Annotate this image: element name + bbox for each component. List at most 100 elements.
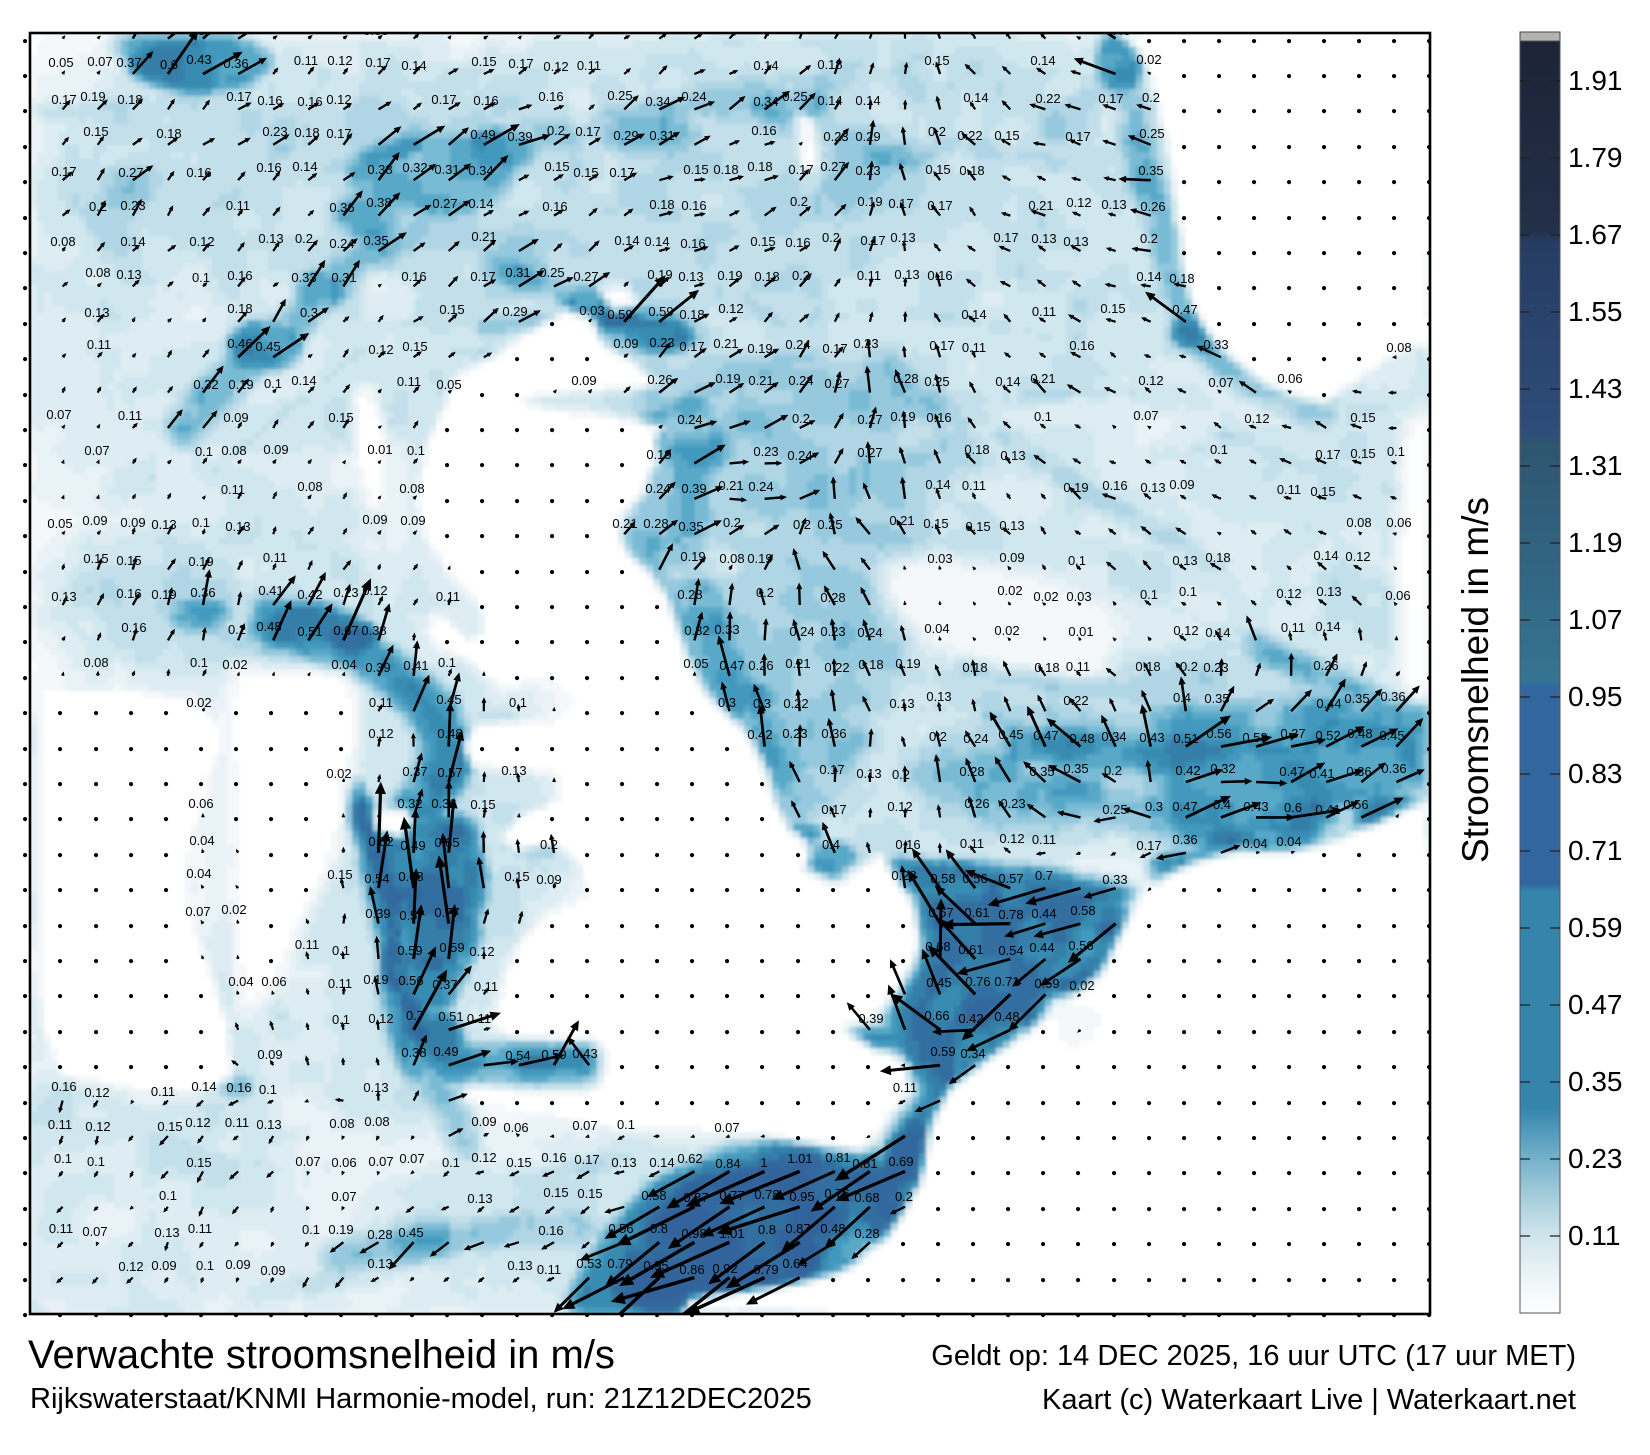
svg-text:0.14: 0.14 — [1136, 269, 1161, 284]
svg-text:0.25: 0.25 — [924, 374, 949, 389]
svg-text:0.19: 0.19 — [646, 447, 671, 462]
svg-text:0.09: 0.09 — [571, 373, 596, 388]
svg-text:0.15: 0.15 — [439, 302, 464, 317]
svg-text:0.05: 0.05 — [48, 55, 73, 70]
svg-text:0.31: 0.31 — [649, 128, 674, 143]
svg-text:0.12: 0.12 — [362, 583, 387, 598]
svg-text:0.28: 0.28 — [891, 868, 916, 883]
svg-text:0.04: 0.04 — [331, 657, 356, 672]
svg-text:0.08: 0.08 — [329, 1116, 354, 1131]
svg-text:0.02: 0.02 — [1069, 978, 1094, 993]
svg-text:0.1: 0.1 — [442, 1155, 460, 1170]
svg-text:0.1: 0.1 — [407, 443, 425, 458]
svg-text:0.64: 0.64 — [782, 1256, 807, 1271]
svg-text:0.17: 0.17 — [365, 55, 390, 70]
svg-text:0.11: 0.11 — [577, 58, 601, 73]
svg-text:0.34: 0.34 — [960, 1046, 985, 1061]
svg-text:0.21: 0.21 — [612, 516, 637, 531]
svg-text:0.28: 0.28 — [677, 587, 702, 602]
svg-text:0.15: 0.15 — [83, 551, 108, 566]
svg-text:0.16: 0.16 — [538, 89, 563, 104]
svg-text:0.24: 0.24 — [789, 624, 814, 639]
svg-text:0.09: 0.09 — [613, 336, 638, 351]
svg-text:0.09: 0.09 — [260, 1263, 285, 1278]
svg-text:0.16: 0.16 — [1069, 338, 1094, 353]
svg-text:0.23: 0.23 — [855, 163, 880, 178]
svg-text:0.26: 0.26 — [1313, 658, 1338, 673]
svg-text:0.38: 0.38 — [401, 1045, 426, 1060]
svg-text:0.59: 0.59 — [1568, 912, 1623, 943]
svg-text:0.51: 0.51 — [438, 1009, 463, 1024]
svg-text:0.57: 0.57 — [928, 905, 953, 920]
svg-text:0.13: 0.13 — [856, 766, 881, 781]
svg-text:0.14: 0.14 — [292, 159, 317, 174]
svg-text:0.19: 0.19 — [890, 409, 915, 424]
svg-text:0.17: 0.17 — [51, 164, 76, 179]
svg-text:0.7: 0.7 — [406, 1008, 424, 1023]
svg-text:0.8: 0.8 — [758, 1222, 776, 1237]
svg-text:0.06: 0.06 — [1386, 515, 1411, 530]
svg-text:0.59: 0.59 — [648, 304, 673, 319]
svg-text:0.23: 0.23 — [1203, 660, 1228, 675]
svg-text:0.16: 0.16 — [116, 586, 141, 601]
svg-text:0.13: 0.13 — [501, 763, 526, 778]
svg-text:1.31: 1.31 — [1568, 450, 1623, 481]
svg-text:0.59: 0.59 — [607, 307, 632, 322]
svg-text:0.1: 0.1 — [196, 1258, 214, 1273]
svg-text:0.2: 0.2 — [793, 517, 811, 532]
svg-text:0.36: 0.36 — [431, 796, 456, 811]
svg-text:0.3: 0.3 — [1145, 799, 1163, 814]
svg-text:0.18: 0.18 — [227, 301, 252, 316]
svg-text:0.54: 0.54 — [998, 943, 1023, 958]
svg-text:0.32: 0.32 — [193, 377, 218, 392]
svg-text:0.11: 0.11 — [1032, 832, 1056, 847]
svg-text:0.04: 0.04 — [1242, 836, 1267, 851]
svg-text:0.04: 0.04 — [186, 866, 211, 881]
svg-text:0.23: 0.23 — [853, 336, 878, 351]
svg-text:0.38: 0.38 — [366, 195, 391, 210]
svg-text:0.16: 0.16 — [1102, 478, 1127, 493]
svg-text:0.67: 0.67 — [333, 623, 358, 638]
svg-text:0.23: 0.23 — [262, 124, 287, 139]
svg-text:0.16: 0.16 — [681, 198, 706, 213]
svg-text:0.08: 0.08 — [1346, 515, 1371, 530]
svg-text:0.98: 0.98 — [681, 1226, 706, 1241]
svg-text:0.18: 0.18 — [962, 660, 987, 675]
svg-text:0.19: 0.19 — [747, 341, 772, 356]
svg-text:0.29: 0.29 — [613, 128, 638, 143]
svg-text:0.12: 0.12 — [1138, 373, 1163, 388]
svg-text:0.19: 0.19 — [747, 551, 772, 566]
svg-text:0.16: 0.16 — [227, 268, 252, 283]
svg-text:0.15: 0.15 — [1100, 301, 1125, 316]
svg-text:0.17: 0.17 — [819, 762, 844, 777]
svg-text:0.07: 0.07 — [368, 1154, 393, 1169]
svg-text:0.11: 0.11 — [962, 340, 986, 355]
svg-text:0.25: 0.25 — [817, 517, 842, 532]
svg-text:0.15: 0.15 — [924, 53, 949, 68]
svg-text:0.18: 0.18 — [294, 125, 319, 140]
svg-text:0.18: 0.18 — [156, 126, 181, 141]
svg-text:1.01: 1.01 — [719, 1226, 744, 1241]
svg-text:0.16: 0.16 — [541, 1150, 566, 1165]
svg-text:0.2: 0.2 — [1180, 659, 1198, 674]
svg-text:0.58: 0.58 — [641, 1188, 666, 1203]
svg-text:0.77: 0.77 — [719, 1188, 744, 1203]
svg-text:0.87: 0.87 — [683, 1190, 708, 1205]
svg-text:0.1: 0.1 — [1387, 444, 1405, 459]
svg-text:0.34: 0.34 — [1101, 729, 1126, 744]
svg-text:0.11: 0.11 — [1277, 482, 1301, 497]
svg-text:0.76: 0.76 — [965, 974, 990, 989]
svg-text:0.4: 0.4 — [1173, 690, 1191, 705]
svg-text:0.1: 0.1 — [1179, 584, 1197, 599]
svg-text:0.2: 0.2 — [929, 729, 947, 744]
svg-text:0.14: 0.14 — [1315, 619, 1340, 634]
svg-text:0.17: 0.17 — [1315, 447, 1340, 462]
svg-text:0.13: 0.13 — [363, 1080, 388, 1095]
svg-text:0.11: 0.11 — [118, 408, 142, 423]
svg-text:0.07: 0.07 — [82, 1224, 107, 1239]
svg-text:0.09: 0.09 — [999, 550, 1024, 565]
svg-text:0.12: 0.12 — [84, 1085, 109, 1100]
svg-text:0.81: 0.81 — [852, 1156, 877, 1171]
svg-text:0.37: 0.37 — [1280, 726, 1305, 741]
svg-text:0.16: 0.16 — [680, 236, 705, 251]
